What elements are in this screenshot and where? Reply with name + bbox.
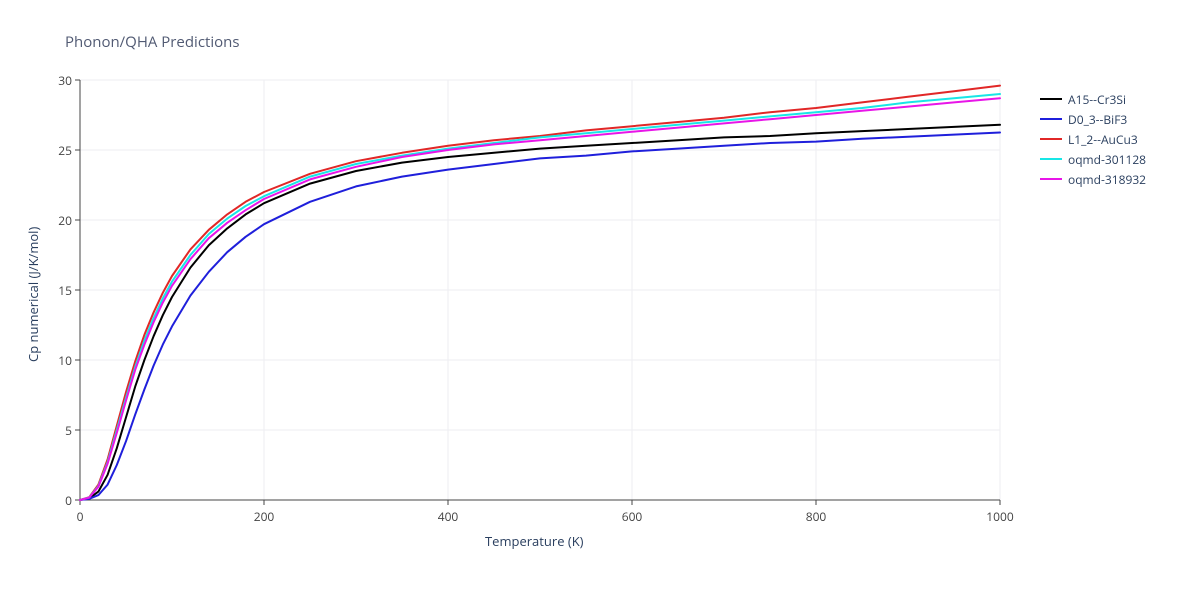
legend-label: D0_3--BiF3 xyxy=(1068,111,1127,128)
y-tick-label: 30 xyxy=(58,72,72,89)
legend[interactable]: A15--Cr3Si D0_3--BiF3 L1_2--AuCu3 oqmd-3011… xyxy=(1040,90,1146,190)
x-tick-label: 200 xyxy=(249,508,279,525)
legend-swatch xyxy=(1040,138,1062,140)
x-tick-label: 600 xyxy=(617,508,647,525)
legend-label: oqmd-301128 xyxy=(1068,151,1146,168)
legend-item[interactable]: oqmd-318932 xyxy=(1040,170,1146,188)
legend-swatch xyxy=(1040,158,1062,160)
legend-item[interactable]: A15--Cr3Si xyxy=(1040,90,1146,108)
y-tick-label: 20 xyxy=(58,212,72,229)
y-tick-label: 15 xyxy=(58,282,72,299)
legend-item[interactable]: D0_3--BiF3 xyxy=(1040,110,1146,128)
legend-swatch xyxy=(1040,98,1062,100)
x-axis-label: Temperature (K) xyxy=(485,532,584,550)
y-tick-label: 10 xyxy=(58,352,72,369)
x-tick-label: 400 xyxy=(433,508,463,525)
legend-item[interactable]: L1_2--AuCu3 xyxy=(1040,130,1146,148)
x-tick-label: 1000 xyxy=(985,508,1015,525)
y-tick-label: 25 xyxy=(58,142,72,159)
y-tick-label: 0 xyxy=(65,492,72,509)
legend-label: L1_2--AuCu3 xyxy=(1068,131,1138,148)
legend-swatch xyxy=(1040,178,1062,180)
y-tick-label: 5 xyxy=(65,422,72,439)
legend-item[interactable]: oqmd-301128 xyxy=(1040,150,1146,168)
legend-label: A15--Cr3Si xyxy=(1068,91,1126,108)
plot-area[interactable] xyxy=(0,0,1200,600)
x-tick-label: 800 xyxy=(801,508,831,525)
x-tick-label: 0 xyxy=(65,508,95,525)
chart-container: Phonon/QHA Predictions Cp numerical (J/K… xyxy=(0,0,1200,600)
y-axis-label: Cp numerical (J/K/mol) xyxy=(24,227,42,362)
legend-swatch xyxy=(1040,118,1062,120)
legend-label: oqmd-318932 xyxy=(1068,171,1146,188)
